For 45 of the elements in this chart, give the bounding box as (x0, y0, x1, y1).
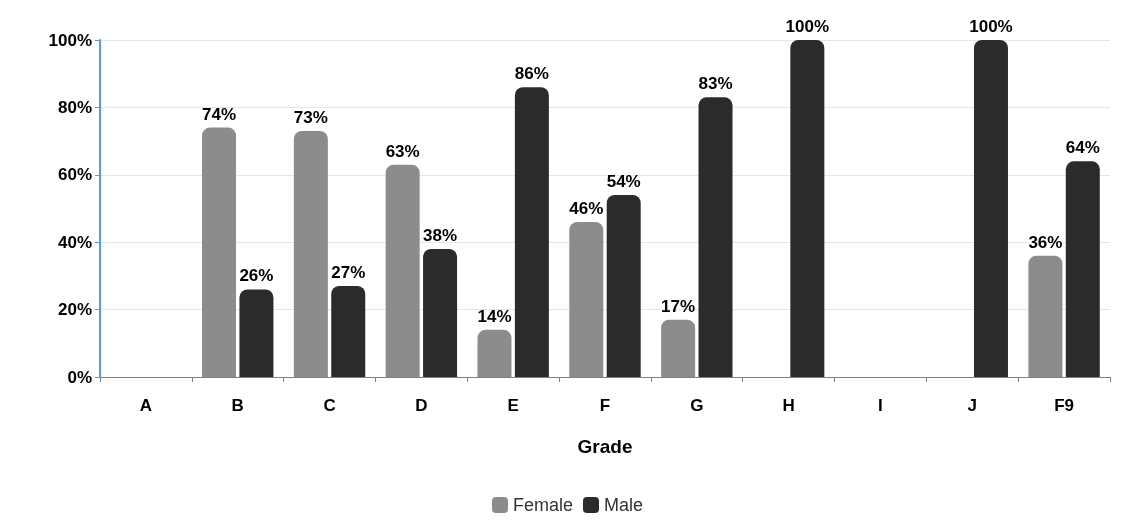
bar (698, 97, 733, 377)
x-tick-label: F9 (1054, 396, 1075, 415)
bar (973, 40, 1008, 377)
bar (1065, 161, 1100, 377)
y-tick-label: 60% (57, 165, 92, 185)
x-tick-label: J (967, 396, 978, 415)
y-tick-label: 20% (57, 300, 92, 320)
data-label: 86% (514, 64, 549, 84)
data-label: 74% (202, 104, 237, 124)
bar (423, 248, 458, 377)
data-label: 100% (785, 17, 830, 36)
data-label: 14% (477, 306, 512, 326)
data-label: 38% (423, 225, 458, 245)
x-tick-label: G (690, 396, 704, 415)
data-label: 54% (606, 172, 641, 192)
x-tick-label: H (782, 396, 795, 415)
data-label: 27% (331, 263, 366, 283)
bar (514, 87, 549, 377)
data-label: 73% (293, 107, 328, 127)
y-tick-label: 0% (67, 367, 92, 387)
x-tick-label: A (139, 396, 153, 415)
data-label: 83% (698, 74, 733, 94)
data-label: 63% (385, 141, 420, 161)
bar (790, 40, 825, 377)
data-label: 36% (1028, 232, 1063, 252)
x-tick-label: F (599, 396, 611, 415)
legend-label: Female (512, 495, 574, 515)
x-tick-label: D (415, 396, 428, 415)
x-tick-label: C (323, 396, 336, 415)
x-axis-title: Grade (577, 436, 633, 457)
bar (331, 286, 366, 377)
data-label: 17% (661, 296, 696, 316)
data-label: 26% (239, 266, 274, 286)
data-label: 46% (569, 198, 604, 218)
y-tick-label: 80% (57, 97, 92, 117)
x-tick-label: I (878, 396, 883, 415)
y-tick-label: 100% (48, 30, 92, 50)
bar (239, 289, 274, 377)
x-tick-label: B (231, 396, 244, 415)
x-tick-label: E (507, 396, 519, 415)
y-tick-label: 40% (57, 232, 92, 252)
data-label: 64% (1065, 138, 1100, 158)
bar (606, 195, 641, 377)
legend-label: Male (604, 495, 644, 515)
data-label: 100% (969, 17, 1013, 36)
